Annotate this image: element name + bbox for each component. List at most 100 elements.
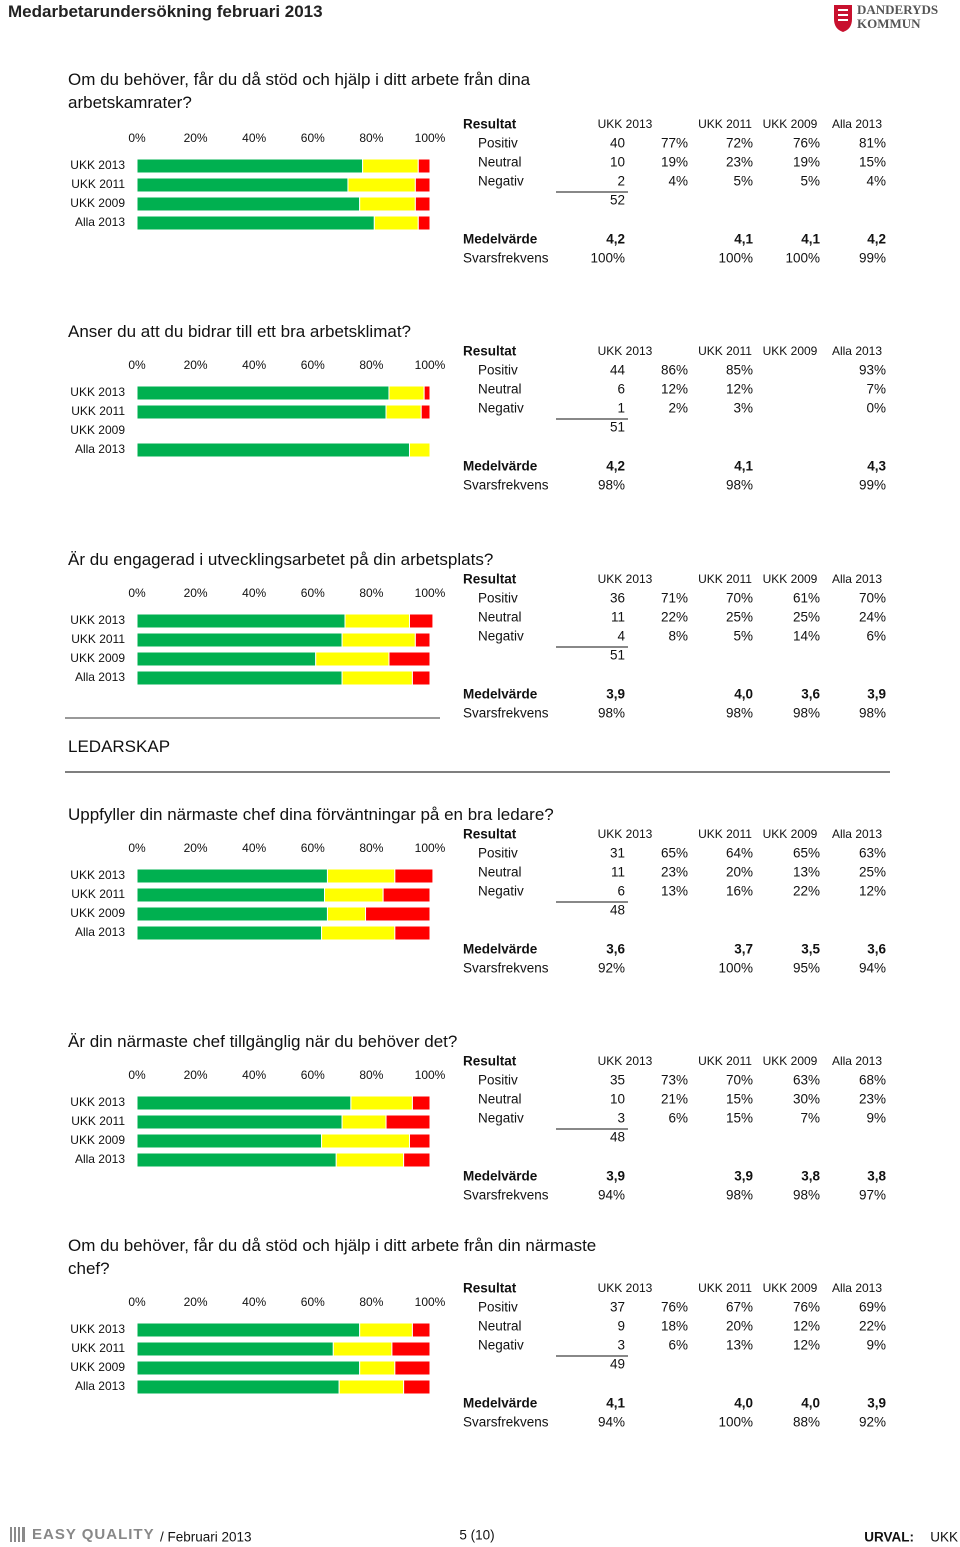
table-row-label: Neutral [478, 382, 522, 397]
table-column-header: UKK 2009 [763, 572, 818, 586]
category-label: UKK 2011 [71, 404, 125, 418]
x-tick-label: 40% [242, 1295, 266, 1309]
x-tick-label: 20% [184, 586, 208, 600]
x-tick-label: 80% [359, 1295, 383, 1309]
x-tick-label: 80% [359, 586, 383, 600]
table-cell: 98% [726, 706, 753, 721]
category-label: Alla 2013 [75, 442, 125, 456]
bar-segment [394, 868, 434, 884]
table-percent: 20% [726, 1319, 753, 1334]
table-count: 44 [610, 363, 626, 378]
bar-segment [408, 442, 431, 458]
table-total: 51 [610, 420, 625, 435]
x-tick-label: 20% [184, 841, 208, 855]
table-row-label: Medelvärde [463, 687, 538, 702]
table-row-label: Medelvärde [463, 232, 538, 247]
bar-segment [417, 215, 431, 231]
table-heading: Resultat [463, 572, 517, 587]
table-count: 4 [617, 629, 625, 644]
table-cell: 4,1 [734, 459, 753, 474]
bar-segment [335, 1152, 405, 1168]
table-count: 11 [611, 610, 625, 625]
bar-segment [365, 906, 431, 922]
bar-segment [341, 1114, 387, 1130]
bar-segment [411, 1322, 431, 1338]
table-percent: 12% [859, 884, 886, 899]
table-column-header: UKK 2009 [763, 1054, 818, 1068]
table-percent: 13% [793, 865, 820, 880]
bar-segment [417, 158, 431, 174]
table-row-label: Neutral [478, 865, 522, 880]
table-percent: 0% [866, 401, 886, 416]
table-percent: 6% [866, 629, 886, 644]
table-percent: 12% [793, 1319, 820, 1334]
table-cell: 4,3 [867, 459, 886, 474]
table-cell: 97% [859, 1188, 886, 1203]
bar-segment [136, 1341, 334, 1357]
table-total: 49 [610, 1357, 625, 1372]
table-column-header: Alla 2013 [832, 572, 882, 586]
bar-segment [414, 196, 431, 212]
table-cell: 3,9 [867, 687, 886, 702]
table-row-label: Svarsfrekvens [463, 706, 549, 721]
x-tick-label: 20% [184, 131, 208, 145]
table-percent: 65% [661, 846, 688, 861]
table-cell: 3,8 [867, 1169, 886, 1184]
category-label: UKK 2013 [70, 385, 125, 399]
bar-segment [403, 1152, 431, 1168]
category-label: UKK 2009 [70, 196, 125, 210]
table-cell: 92% [859, 1415, 886, 1430]
bar-segment [136, 404, 387, 420]
table-row-label: Neutral [478, 610, 522, 625]
table-count: 36 [610, 591, 625, 606]
table-cell: 98% [726, 1188, 753, 1203]
table-column-header: UKK 2011 [698, 1281, 752, 1295]
table-percent: 7% [866, 382, 886, 397]
x-tick-label: 40% [242, 131, 266, 145]
footer-urval-label: URVAL: [864, 1530, 914, 1545]
logo-line: KOMMUN [857, 16, 921, 31]
table-count: 9 [617, 1319, 625, 1334]
table-column-header: UKK 2009 [763, 344, 818, 358]
bar-segment [341, 632, 416, 648]
table-row-label: Medelvärde [463, 459, 538, 474]
x-tick-label: 60% [301, 586, 325, 600]
table-cell: 3,8 [801, 1169, 820, 1184]
bar-segment [403, 1379, 431, 1395]
footer-logo: EASY QUALITY [32, 1526, 155, 1543]
table-cell: 99% [859, 478, 886, 493]
table-cell: 98% [793, 1188, 820, 1203]
table-column-header: UKK 2009 [763, 117, 818, 131]
table-cell: 3,9 [734, 1169, 753, 1184]
table-row-label: Positiv [478, 136, 518, 151]
header-logo: DANDERYDS KOMMUN [834, 2, 938, 32]
table-cell: 3,9 [606, 687, 625, 702]
table-percent: 5% [733, 174, 753, 189]
table-percent: 16% [726, 884, 753, 899]
category-label: UKK 2011 [71, 177, 125, 191]
table-percent: 63% [793, 1073, 820, 1088]
table-count: 10 [610, 1092, 625, 1107]
table-cell: 94% [598, 1415, 625, 1430]
question-title: Anser du att du bidrar till ett bra arbe… [68, 322, 411, 341]
table-cell: 3,5 [801, 942, 820, 957]
table-count: 11 [611, 865, 625, 880]
table-percent: 20% [726, 865, 753, 880]
bar-segment [136, 1133, 323, 1149]
table-cell: 3,7 [734, 942, 753, 957]
table-percent: 86% [661, 363, 688, 378]
section-heading: LEDARSKAP [68, 737, 171, 756]
table-percent: 25% [726, 610, 753, 625]
table-column-header: UKK 2011 [698, 827, 752, 841]
table-row-label: Neutral [478, 1092, 522, 1107]
table-row-label: Negativ [478, 1111, 524, 1126]
table-total: 48 [610, 1130, 625, 1145]
table-percent: 4% [668, 174, 688, 189]
x-tick-label: 60% [301, 1068, 325, 1082]
table-heading: Resultat [463, 1054, 517, 1069]
footer-logo-icon [10, 1527, 25, 1542]
table-column-header: UKK 2013 [598, 344, 653, 358]
table-column-header: Alla 2013 [832, 117, 882, 131]
category-label: UKK 2011 [71, 632, 125, 646]
x-tick-label: 40% [242, 1068, 266, 1082]
